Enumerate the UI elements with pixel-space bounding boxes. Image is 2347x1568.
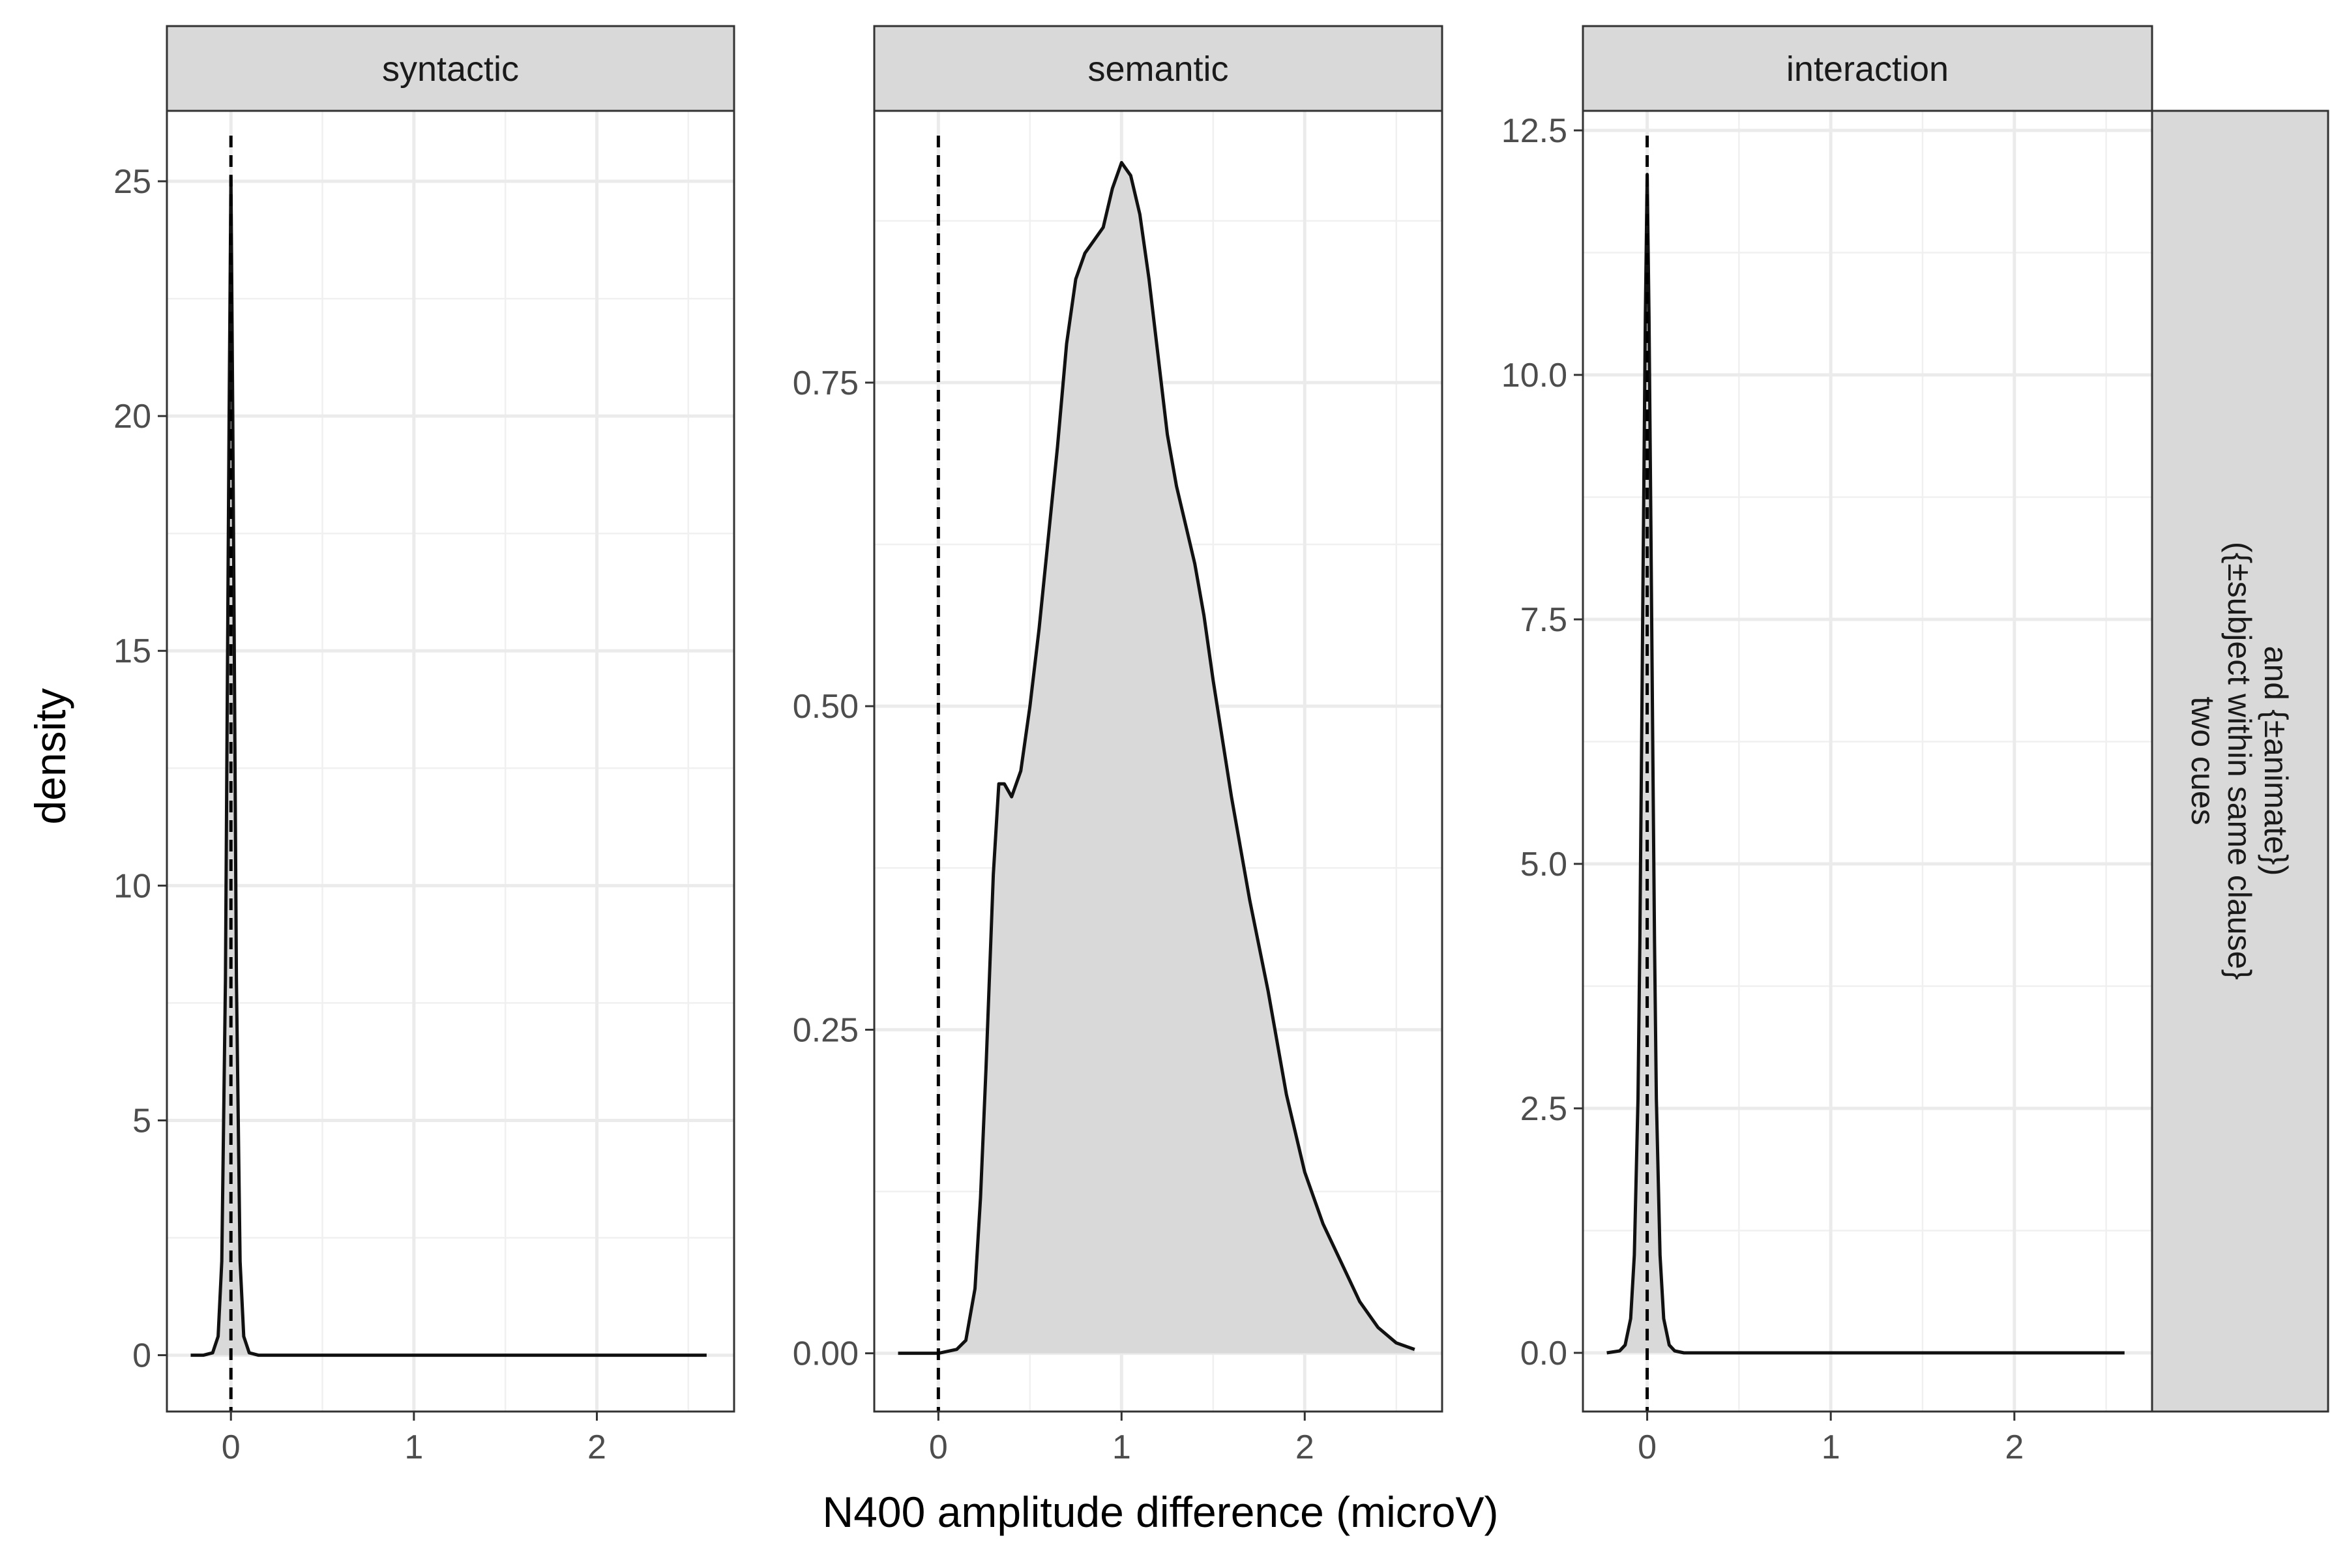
x-tick-label: 0 <box>929 1428 948 1466</box>
facet-strip-semantic <box>873 25 1443 112</box>
facet-strip-label: semantic <box>1087 50 1228 89</box>
panel-background <box>1583 111 2152 1412</box>
density-line <box>1606 173 2125 1355</box>
row-strip-line: two cues <box>2185 696 2221 825</box>
density-line <box>190 175 707 1357</box>
y-tick-label: 10 <box>113 867 151 905</box>
y-tick-label: 15 <box>113 632 151 670</box>
y-tick-label: 0.25 <box>793 1011 859 1049</box>
x-axis-label: N400 amplitude difference (microV) <box>823 1488 1499 1536</box>
row-strip-line: ({±subject within same clause} <box>2221 542 2258 980</box>
row-strip-line: and {±animate}) <box>2258 646 2294 876</box>
density-line <box>898 160 1415 1355</box>
x-tick-label: 2 <box>1295 1428 1314 1466</box>
panel-border <box>166 110 735 1413</box>
y-tick-label: 12.5 <box>1501 112 1567 150</box>
panel-semantic: semantic 0 1 2 0.00 0.25 0.50 0.75 <box>793 25 1443 1466</box>
panel-interaction: interaction 0 1 2 0.0 2.5 5.0 7.5 10.0 12.5 <box>1501 25 2153 1466</box>
x-tick-label: 0 <box>222 1428 241 1466</box>
x-tick-label: 0 <box>1638 1428 1657 1466</box>
facet-strip-interaction <box>1582 25 2153 112</box>
facet-strip-label: interaction <box>1786 50 1949 89</box>
x-tick-label: 1 <box>1112 1428 1131 1466</box>
y-tick-label: 0.75 <box>793 364 859 402</box>
facet-strip-syntactic <box>166 25 735 112</box>
y-tick-label: 20 <box>113 398 151 436</box>
y-axis-label: density <box>26 688 74 824</box>
y-tick-label: 0.0 <box>1520 1335 1567 1372</box>
y-tick-label: 10.0 <box>1501 357 1567 394</box>
density-area <box>898 162 1415 1354</box>
row-strip: two cues({±subject within same clause}an… <box>2151 110 2329 1413</box>
row-strip-box <box>2151 110 2329 1413</box>
y-tick-label: 5 <box>132 1102 151 1140</box>
y-tick-label: 0.00 <box>793 1335 859 1373</box>
panel-background <box>167 111 734 1412</box>
y-tick-label: 7.5 <box>1520 601 1567 639</box>
x-tick-label: 1 <box>1822 1428 1840 1466</box>
x-tick-label: 1 <box>404 1428 423 1466</box>
y-tick-label: 0 <box>132 1337 151 1375</box>
y-tick-label: 0.50 <box>793 688 859 726</box>
panel-border <box>873 110 1443 1413</box>
facet-strip-label: syntactic <box>382 50 519 89</box>
y-tick-label: 5.0 <box>1520 846 1567 883</box>
row-strip-label: two cues({±subject within same clause}an… <box>2185 542 2294 980</box>
y-tick-label: 2.5 <box>1520 1090 1567 1128</box>
x-tick-label: 2 <box>2005 1428 2024 1466</box>
y-tick-label: 25 <box>113 163 151 201</box>
x-tick-label: 2 <box>587 1428 606 1466</box>
